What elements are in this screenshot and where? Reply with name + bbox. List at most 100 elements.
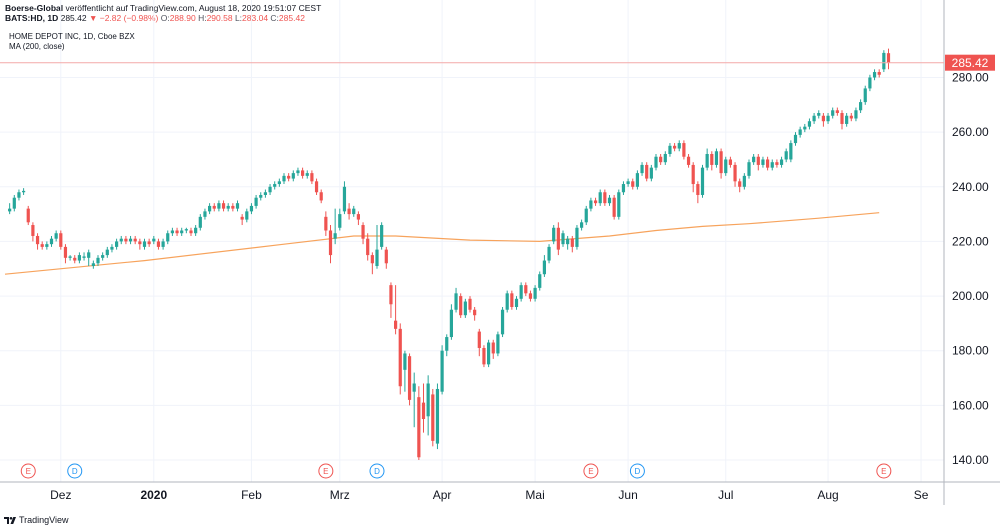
candle xyxy=(454,287,458,313)
dividend-marker[interactable]: D xyxy=(67,463,83,479)
candle-body xyxy=(217,203,221,209)
candle xyxy=(542,255,546,277)
candle xyxy=(45,241,49,250)
candle-body xyxy=(435,388,440,444)
candle-body xyxy=(849,115,853,119)
y-tick-label: 240.00 xyxy=(952,180,989,194)
candle-body xyxy=(96,257,100,264)
candle xyxy=(538,271,542,291)
candle-body xyxy=(775,162,779,165)
candle xyxy=(598,189,602,206)
publisher-name[interactable]: Boerse-Global xyxy=(5,3,64,13)
candle-body xyxy=(882,52,886,70)
candle-body xyxy=(431,394,435,441)
candle-body xyxy=(463,301,467,316)
candle-body xyxy=(352,208,356,215)
ma-legend[interactable]: MA (200, close) xyxy=(9,42,65,51)
candle-body xyxy=(728,159,732,165)
candle-body xyxy=(491,342,495,354)
candle-body xyxy=(342,186,347,212)
candle-body xyxy=(333,233,337,239)
candle xyxy=(514,296,519,310)
candle xyxy=(496,331,500,357)
candle xyxy=(161,238,165,250)
candle-body xyxy=(645,164,649,179)
candle-body xyxy=(194,227,198,234)
candle xyxy=(296,167,300,176)
candle-body xyxy=(82,256,86,258)
candle-body xyxy=(742,175,746,187)
earnings-marker[interactable]: E xyxy=(20,463,36,479)
candle xyxy=(394,285,398,335)
footer-brand[interactable]: TradingView xyxy=(19,515,69,525)
candle xyxy=(477,328,481,357)
candle xyxy=(417,386,421,460)
x-tick-label: Feb xyxy=(241,488,262,502)
candle xyxy=(59,230,63,250)
candle xyxy=(812,113,816,124)
y-tick-label: 160.00 xyxy=(952,398,989,412)
candle-body xyxy=(296,170,300,174)
candle xyxy=(663,151,667,165)
candle-body xyxy=(221,203,226,209)
axes: 280.00 260.00 240.00 220.00 200.00 180.00 160.… xyxy=(0,0,1000,505)
candle-body xyxy=(831,110,835,116)
y-tick-label: 140.00 xyxy=(952,453,989,467)
candle-body xyxy=(184,229,188,231)
y-tick-label: 200.00 xyxy=(952,289,989,303)
candle xyxy=(468,296,472,313)
candle xyxy=(533,285,537,302)
candle xyxy=(110,244,114,253)
candle-body xyxy=(659,156,663,163)
candle xyxy=(435,383,440,450)
candle-body xyxy=(389,285,393,305)
candle xyxy=(589,197,593,212)
candle-body xyxy=(593,200,598,204)
candle xyxy=(96,255,100,267)
candle-body xyxy=(877,72,881,75)
candle-body xyxy=(617,192,621,217)
candle xyxy=(273,181,277,190)
candle xyxy=(63,244,68,264)
marker-circle xyxy=(67,463,83,479)
high-label: H: xyxy=(198,13,207,23)
candle-body xyxy=(756,156,760,165)
candle xyxy=(431,388,435,447)
candle-body xyxy=(417,397,421,458)
candle xyxy=(612,194,616,220)
candle-body xyxy=(635,173,639,187)
candle xyxy=(249,203,254,215)
candle xyxy=(626,178,630,187)
candle-body xyxy=(138,241,142,245)
candle xyxy=(156,238,161,250)
candle-body xyxy=(124,238,128,242)
candle-body xyxy=(510,293,514,307)
candle-body xyxy=(886,53,891,63)
candle-body xyxy=(263,192,267,195)
candle-body xyxy=(519,285,523,299)
candle-body xyxy=(384,249,388,264)
candle xyxy=(449,304,453,340)
earnings-marker[interactable]: E xyxy=(318,463,334,479)
candle-body xyxy=(570,238,574,247)
candle-body xyxy=(705,154,709,168)
candle xyxy=(268,184,272,195)
candle-body xyxy=(505,293,509,310)
candle-body xyxy=(779,159,784,165)
candle-body xyxy=(226,205,230,209)
candle-body xyxy=(22,190,26,193)
dividend-marker[interactable]: D xyxy=(629,463,645,479)
earnings-marker[interactable]: E xyxy=(876,463,892,479)
candle-body xyxy=(208,205,212,212)
earnings-marker[interactable]: E xyxy=(583,463,599,479)
candle-body xyxy=(561,233,565,245)
symbol-text: BATS:HD, 1D xyxy=(5,13,59,23)
x-tick-label: 2020 xyxy=(140,488,167,502)
dividend-marker[interactable]: D xyxy=(369,463,385,479)
candle-body xyxy=(133,238,137,242)
candle-body xyxy=(305,173,309,176)
candle-body xyxy=(361,225,365,239)
candle xyxy=(593,197,598,206)
candle-body xyxy=(798,129,802,135)
